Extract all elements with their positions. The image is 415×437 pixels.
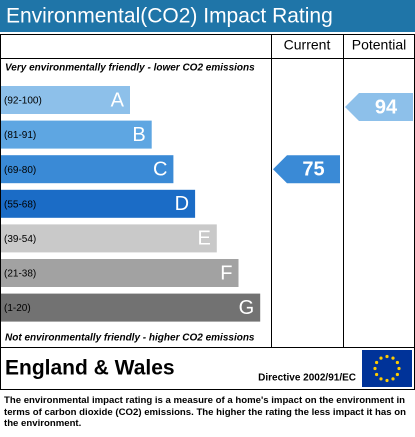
star [395,372,399,377]
band-range: (21-38) [4,269,36,280]
band-bar [1,189,196,218]
rating-arrow [345,93,413,121]
star [375,372,379,377]
band-bar [1,155,174,184]
eu-stars [373,354,401,383]
star [391,356,395,360]
col-header: Current [284,37,331,53]
band-letter: C [153,158,167,180]
band-range: (39-54) [4,234,36,245]
band-bar [1,293,261,322]
band-range: (55-68) [4,199,36,210]
band-range: (1-20) [4,303,31,314]
rating-arrow [273,155,340,184]
band-bar [1,224,217,253]
epc-chart: Environmental(CO2) Impact Rating Current… [0,0,415,390]
star [379,356,383,360]
top-note: Very environmentally friendly - lower CO… [5,63,255,74]
rating-value: 94 [375,96,398,118]
band-letter: A [111,89,125,111]
band-letter: F [220,262,232,284]
band-range: (69-80) [4,165,36,176]
bottom-note: Not environmentally friendly - higher CO… [5,333,255,344]
region: England & Wales [5,357,175,380]
directive: Directive 2002/91/EC [258,373,356,384]
band-letter: B [132,124,145,146]
description: The environmental impact rating is a mea… [4,395,406,429]
star [385,354,389,359]
star [385,378,389,383]
star [375,360,379,365]
band-bar [1,259,239,287]
rating-value: 75 [302,158,324,180]
band-letter: D [175,193,189,215]
band-range: (81-91) [4,130,36,141]
star [391,377,395,381]
star [379,377,383,381]
star [397,366,401,371]
band-letter: E [197,228,210,250]
band-range: (92-100) [4,96,42,107]
star [373,366,377,371]
band-letter: G [239,297,255,319]
col-header: Potential [352,37,406,53]
title-bar [0,0,415,32]
star [395,360,399,365]
band-bar [1,120,152,149]
band-bar [1,86,130,114]
title: Environmental(CO2) Impact Rating [6,5,333,28]
